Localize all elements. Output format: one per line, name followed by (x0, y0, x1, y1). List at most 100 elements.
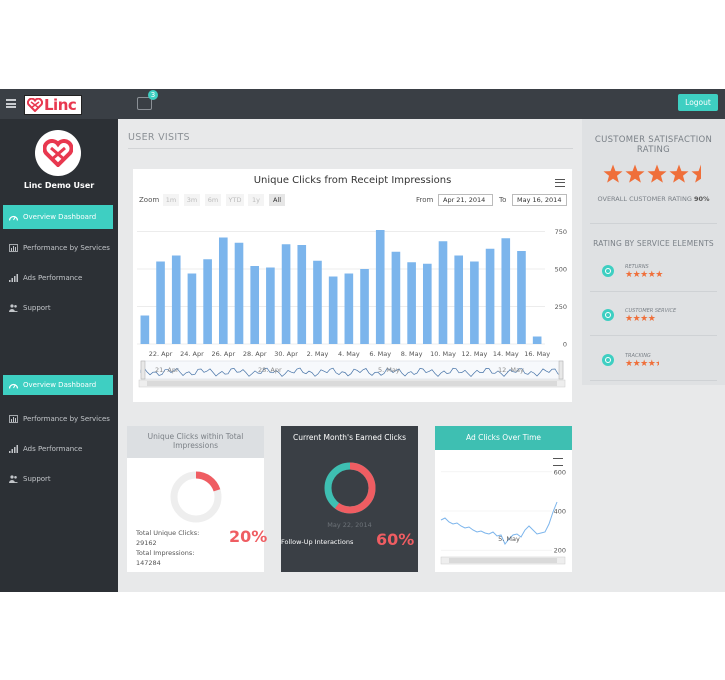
sidebar-item-label: Ads Performance (23, 274, 83, 282)
navigator-series (140, 367, 562, 378)
star-icon (625, 164, 645, 183)
users-icon (9, 475, 18, 483)
total-unique-value: 29162 (136, 539, 157, 547)
zoom-ytd-button[interactable]: YTD (226, 194, 244, 206)
chart-menu-icon[interactable] (555, 179, 565, 187)
bar (470, 261, 479, 344)
chart-title: Unique Clicks from Receipt Impressions (253, 175, 452, 186)
sidebar-item-support-2[interactable]: Support (3, 467, 113, 491)
satisfaction-title: CUSTOMER SATISFACTION RATING (594, 135, 713, 155)
bar (501, 238, 511, 344)
sidebar-item-support[interactable]: Support (3, 296, 113, 320)
bar (454, 255, 464, 344)
bar (171, 255, 181, 344)
unique-clicks-card: Unique Clicks within Total Impressions T… (127, 426, 268, 572)
dashboard-icon (9, 383, 18, 389)
to-label: To (499, 196, 507, 204)
from-label: From (416, 196, 434, 204)
zoom-6m-button[interactable]: 6m (205, 194, 221, 206)
chart-menu-icon[interactable] (553, 458, 563, 466)
sidebar-item-label: Overview Dashboard (23, 213, 97, 221)
avatar[interactable] (35, 130, 81, 176)
bar (266, 267, 275, 344)
x-tick-label: 16. May (524, 350, 550, 358)
signal-icon (9, 445, 18, 453)
bar (407, 262, 416, 344)
zoom-1y-button[interactable]: 1y (248, 194, 264, 206)
x-tick-label: 14. May (493, 350, 519, 358)
signal-icon (9, 274, 18, 282)
navigator-handle-left (140, 360, 146, 380)
zoom-1m-button[interactable]: 1m (163, 194, 179, 206)
bar (328, 276, 338, 344)
zoom-3m-button[interactable]: 3m (184, 194, 200, 206)
service-rating-customer-service: CUSTOMER SERVICE ★★★★ (602, 305, 717, 335)
from-date-input[interactable]: Apr 21, 2014 (438, 194, 493, 206)
y-tick-label: 500 (555, 266, 567, 274)
to-date-input[interactable]: May 16, 2014 (512, 194, 567, 206)
star-icon (603, 164, 623, 183)
bar (438, 241, 448, 344)
bar (156, 261, 165, 344)
service-divider (590, 335, 717, 336)
unique-clicks-percent: 20% (229, 527, 268, 546)
sidebar-item-ads-performance-2[interactable]: Ads Performance (3, 437, 113, 461)
users-icon (9, 304, 18, 312)
overall-rating: OVERALL CUSTOMER RATING 90% (582, 195, 725, 203)
customer-satisfaction-panel: CUSTOMER SATISFACTION RATING OVERALL CUS… (582, 119, 725, 385)
top-bar: Linc 3 Logout (0, 89, 725, 119)
sidebar-item-performance-by-services-2[interactable]: Performance by Services (3, 407, 113, 431)
sidebar-item-ads-performance[interactable]: Ads Performance (3, 266, 113, 290)
overall-rating-label: OVERALL CUSTOMER RATING (597, 195, 692, 203)
ad-clicks-card: Ad Clicks Over Time 200 400 600 5. May (435, 426, 572, 572)
x-tick-label: 28. Apr (243, 350, 267, 358)
zoom-all-button[interactable]: All (269, 194, 285, 206)
y-tick-label: 250 (555, 303, 567, 311)
sidebar-item-label: Support (23, 475, 51, 483)
zoom-label: Zoom (139, 196, 160, 204)
bar (281, 244, 291, 344)
star-icon (669, 164, 689, 183)
navigator-label: 12. May (498, 366, 524, 374)
bar (391, 251, 401, 344)
navigator-handle-right (558, 360, 564, 380)
bar (375, 230, 385, 344)
service-label: CUSTOMER SERVICE (625, 308, 677, 314)
mail-icon[interactable] (137, 97, 152, 110)
bar (140, 315, 150, 344)
earned-clicks-donut (324, 462, 376, 514)
x-tick-label: 24. Apr (180, 350, 204, 358)
logo[interactable]: Linc (24, 95, 82, 115)
y-tick-label: 200 (554, 547, 566, 555)
service-divider (590, 380, 717, 381)
bar (234, 242, 244, 344)
sidebar-item-label: Support (23, 304, 51, 312)
bar (250, 266, 260, 344)
bar-chart-icon (9, 415, 18, 423)
sidebar: Linc Demo User Overview Dashboard Perfor… (0, 119, 118, 592)
unique-clicks-donut (170, 471, 222, 523)
ad-clicks-line-chart[interactable]: 200 400 600 5. May (435, 450, 572, 572)
bar (297, 245, 307, 344)
sidebar-item-performance-by-services[interactable]: Performance by Services (3, 236, 113, 260)
unique-clicks-stats: Total Unique Clicks: 29162 Total Impress… (136, 528, 199, 568)
x-tick-label: 5. May (498, 535, 520, 543)
card-title: Ad Clicks Over Time (435, 426, 572, 450)
bar (344, 273, 354, 344)
sidebar-item-label: Performance by Services (23, 244, 110, 252)
bar (532, 336, 542, 344)
menu-icon[interactable] (6, 99, 16, 108)
unique-clicks-bar-chart[interactable]: 0 250 500 750 22. Apr 24. Apr 26. Apr 28. Apr 30… (133, 209, 572, 402)
x-tick-label: 10. May (430, 350, 456, 358)
x-tick-label: 6. May (369, 350, 391, 358)
sidebar-item-overview-dashboard-2[interactable]: Overview Dashboard (3, 375, 113, 395)
heart-avatar-icon (43, 139, 73, 167)
scrollbar-thumb (147, 381, 557, 386)
x-tick-label: 22. Apr (149, 350, 173, 358)
logout-button[interactable]: Logout (678, 94, 718, 111)
sidebar-item-label: Performance by Services (23, 415, 110, 423)
mail-count-badge: 3 (148, 90, 158, 100)
sidebar-item-overview-dashboard[interactable]: Overview Dashboard (3, 205, 113, 229)
y-tick-label: 400 (554, 508, 566, 516)
section-title: USER VISITS (128, 132, 190, 143)
